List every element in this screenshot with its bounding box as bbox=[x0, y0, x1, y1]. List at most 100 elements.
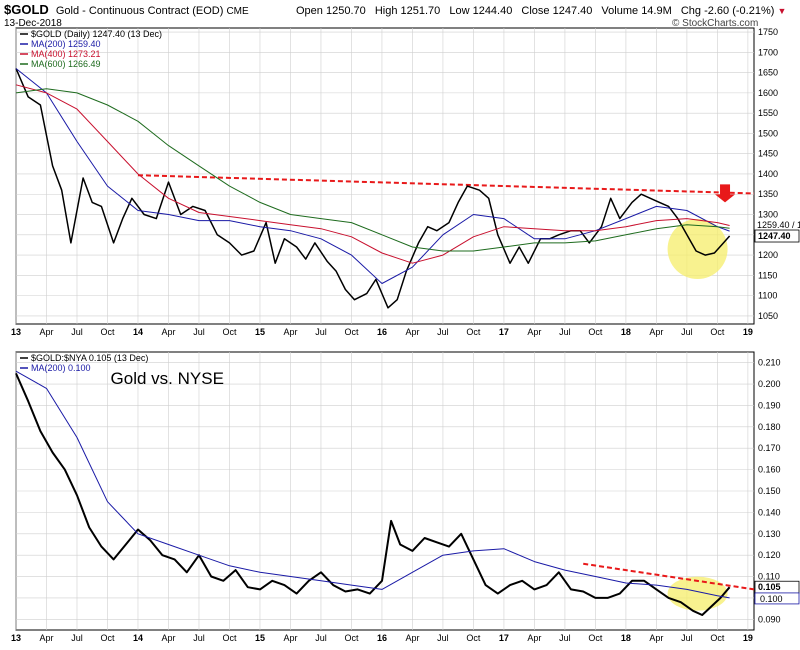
y-tick-label: 0.140 bbox=[758, 507, 781, 517]
x-tick-label: Oct bbox=[710, 327, 725, 337]
high-label: High bbox=[374, 5, 398, 17]
x-tick-label: 18 bbox=[621, 327, 631, 337]
series-line-ma200 bbox=[15, 68, 730, 284]
exchange: CME bbox=[226, 6, 249, 17]
x-tick-label: Apr bbox=[39, 633, 53, 643]
x-tick-label: Apr bbox=[527, 633, 541, 643]
x-tick-label: Jul bbox=[71, 327, 83, 337]
y-tick-label: 0.130 bbox=[758, 529, 781, 539]
low-value: 1244.40 bbox=[472, 5, 513, 17]
x-tick-label: Jul bbox=[193, 633, 205, 643]
panel-1: 1050110011501200125013001350140014501500… bbox=[11, 27, 800, 337]
x-tick-label: Apr bbox=[527, 327, 541, 337]
symbol: $GOLD bbox=[4, 2, 49, 17]
series-line-ma600 bbox=[15, 88, 730, 252]
ma-values-label: 1259.40 / 1266.49 / 1273.21 bbox=[757, 220, 800, 230]
x-tick-label: 18 bbox=[621, 633, 631, 643]
y-tick-label: 1600 bbox=[758, 88, 778, 98]
x-tick-label: 19 bbox=[743, 633, 753, 643]
x-tick-label: Jul bbox=[559, 633, 571, 643]
y-tick-label: 1450 bbox=[758, 149, 778, 159]
x-tick-label: Apr bbox=[39, 327, 53, 337]
close-value: 1247.40 bbox=[552, 5, 593, 17]
high-value: 1251.70 bbox=[400, 5, 441, 17]
down-arrow-icon: ▼ bbox=[777, 6, 787, 16]
low-label: Low bbox=[449, 5, 470, 17]
x-tick-label: 19 bbox=[743, 327, 753, 337]
highlight-ellipse bbox=[667, 218, 728, 279]
x-tick-label: Oct bbox=[344, 327, 359, 337]
x-tick-label: Jul bbox=[559, 327, 571, 337]
x-tick-label: 15 bbox=[255, 633, 265, 643]
y-tick-label: 1350 bbox=[758, 189, 778, 199]
x-tick-label: Oct bbox=[222, 327, 237, 337]
x-tick-label: Jul bbox=[681, 633, 693, 643]
annotation-text: Gold vs. NYSE bbox=[111, 369, 224, 388]
x-tick-label: Oct bbox=[344, 633, 359, 643]
x-tick-label: Apr bbox=[405, 633, 419, 643]
volume-label: Volume bbox=[601, 5, 639, 17]
y-tick-label: 0.090 bbox=[758, 614, 781, 624]
x-tick-label: 15 bbox=[255, 327, 265, 337]
y-tick-label: 1500 bbox=[758, 128, 778, 138]
x-tick-label: Oct bbox=[588, 327, 603, 337]
x-tick-label: Jul bbox=[437, 633, 449, 643]
last-value-label: 0.105 bbox=[758, 582, 781, 592]
legend-entry: $GOLD (Daily) 1247.40 (13 Dec) bbox=[31, 29, 162, 39]
x-tick-label: 16 bbox=[377, 633, 387, 643]
down-arrow-marker bbox=[715, 184, 736, 203]
resistance-line bbox=[137, 174, 755, 195]
chart-date: 13-Dec-2018 bbox=[4, 18, 62, 29]
x-tick-label: 17 bbox=[499, 327, 509, 337]
x-tick-label: Apr bbox=[283, 327, 297, 337]
y-tick-label: 1200 bbox=[758, 250, 778, 260]
x-tick-label: Jul bbox=[71, 633, 83, 643]
y-tick-label: 0.110 bbox=[758, 572, 780, 582]
legend-entry: MA(600) 1266.49 bbox=[31, 59, 101, 69]
y-tick-label: 0.200 bbox=[758, 379, 781, 389]
chg-value: -2.60 (-0.21%) bbox=[704, 5, 775, 17]
legend-entry: $GOLD:$NYA 0.105 (13 Dec) bbox=[31, 353, 148, 363]
y-tick-label: 0.170 bbox=[758, 443, 781, 453]
watermark: © StockCharts.com bbox=[672, 18, 759, 29]
x-tick-label: Oct bbox=[100, 327, 115, 337]
volume-value: 14.9M bbox=[641, 5, 672, 17]
y-tick-label: 1300 bbox=[758, 210, 778, 220]
x-tick-label: 14 bbox=[133, 327, 143, 337]
x-tick-label: Oct bbox=[222, 633, 237, 643]
x-tick-label: Oct bbox=[466, 633, 481, 643]
x-tick-label: Jul bbox=[315, 633, 327, 643]
y-tick-label: 0.210 bbox=[758, 358, 781, 368]
legend-entry: MA(400) 1273.21 bbox=[31, 49, 101, 59]
x-tick-label: Jul bbox=[193, 327, 205, 337]
open-label: Open bbox=[296, 5, 323, 17]
x-tick-label: Jul bbox=[681, 327, 693, 337]
resistance-line bbox=[583, 562, 755, 591]
legend-entry: MA(200) 0.100 bbox=[31, 363, 91, 373]
x-tick-label: Jul bbox=[437, 327, 449, 337]
x-tick-label: Apr bbox=[161, 327, 175, 337]
y-tick-label: 1550 bbox=[758, 108, 778, 118]
series-line-ma200 bbox=[15, 370, 730, 599]
panel-2: 0.090 0.100 0.110 0.120 0.130 0.140 0.150 0.160… bbox=[11, 351, 800, 643]
y-tick-label: 1650 bbox=[758, 68, 778, 78]
ma-value-box bbox=[754, 592, 800, 605]
x-tick-label: Apr bbox=[649, 327, 663, 337]
x-tick-label: Apr bbox=[283, 633, 297, 643]
y-tick-label: 0.120 bbox=[758, 550, 781, 560]
highlight-ellipse bbox=[667, 576, 728, 611]
y-tick-label: 0.190 bbox=[758, 400, 781, 410]
ohlc-summary: Open 1250.70 High 1251.70 Low 1244.40 Cl… bbox=[296, 5, 786, 17]
y-tick-label: 0.160 bbox=[758, 465, 781, 475]
chg-label: Chg bbox=[680, 5, 702, 17]
x-tick-label: Oct bbox=[588, 633, 603, 643]
x-tick-label: Oct bbox=[710, 633, 725, 643]
y-tick-label: 1700 bbox=[758, 47, 778, 57]
x-tick-label: Apr bbox=[161, 633, 175, 643]
y-tick-label: 0.180 bbox=[758, 422, 781, 432]
series-line-price bbox=[15, 68, 731, 309]
x-tick-label: Oct bbox=[466, 327, 481, 337]
x-tick-label: Oct bbox=[100, 633, 115, 643]
